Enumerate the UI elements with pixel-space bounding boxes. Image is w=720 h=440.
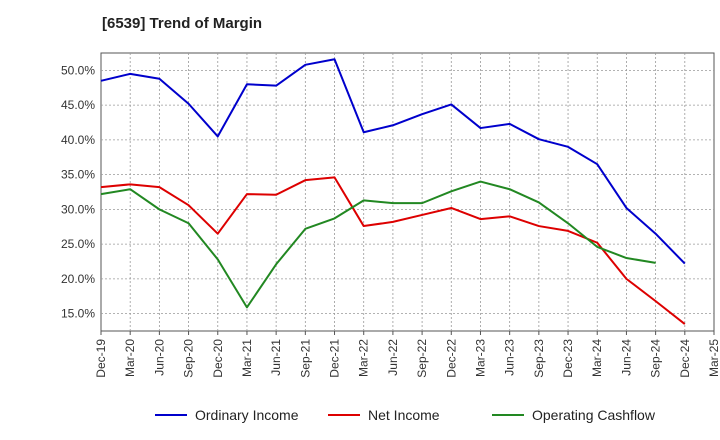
y-tick-label: 25.0% xyxy=(61,237,95,251)
series-line-operating-cashflow xyxy=(100,180,656,309)
y-tick-label: 40.0% xyxy=(61,133,95,147)
x-tick-label: Jun-24 xyxy=(619,339,633,376)
x-tick-label: Jun-23 xyxy=(503,339,517,376)
chart-title: [6539] Trend of Margin xyxy=(102,15,263,32)
y-tick-label: 20.0% xyxy=(61,272,95,286)
legend-label-net-income: Net Income xyxy=(368,407,440,423)
x-tick-label: Dec-21 xyxy=(328,339,342,378)
x-tick-label: Dec-20 xyxy=(211,339,225,378)
y-tick-label: 35.0% xyxy=(61,168,95,182)
x-tick-label: Sep-24 xyxy=(649,339,663,378)
legend-label-operating-cashflow: Operating Cashflow xyxy=(532,407,656,423)
x-tick-label: Mar-20 xyxy=(123,339,137,377)
x-tick-label: Sep-22 xyxy=(415,339,429,378)
legend-label-ordinary-income: Ordinary Income xyxy=(195,407,299,423)
y-tick-label: 45.0% xyxy=(61,98,95,112)
x-tick-label: Jun-20 xyxy=(152,339,166,376)
x-tick-label: Dec-23 xyxy=(561,339,575,378)
x-tick-label: Dec-22 xyxy=(444,339,458,378)
y-tick-label: 15.0% xyxy=(61,307,95,321)
x-tick-label: Dec-19 xyxy=(94,339,108,378)
x-tick-label: Mar-23 xyxy=(473,339,487,377)
x-tick-label: Mar-24 xyxy=(590,339,604,377)
x-tick-label: Jun-22 xyxy=(386,339,400,376)
y-tick-label: 50.0% xyxy=(61,63,95,77)
x-tick-label: Sep-20 xyxy=(182,339,196,378)
plot-area xyxy=(100,52,715,332)
x-tick-label: Mar-21 xyxy=(240,339,254,377)
x-tick-label: Sep-23 xyxy=(532,339,546,378)
x-tick-label: Dec-24 xyxy=(678,339,692,378)
x-tick-label: Mar-25 xyxy=(707,339,720,377)
x-tick-label: Mar-22 xyxy=(357,339,371,377)
x-tick-label: Sep-21 xyxy=(298,339,312,378)
x-tick-label: Jun-21 xyxy=(269,339,283,376)
y-tick-label: 30.0% xyxy=(61,202,95,216)
